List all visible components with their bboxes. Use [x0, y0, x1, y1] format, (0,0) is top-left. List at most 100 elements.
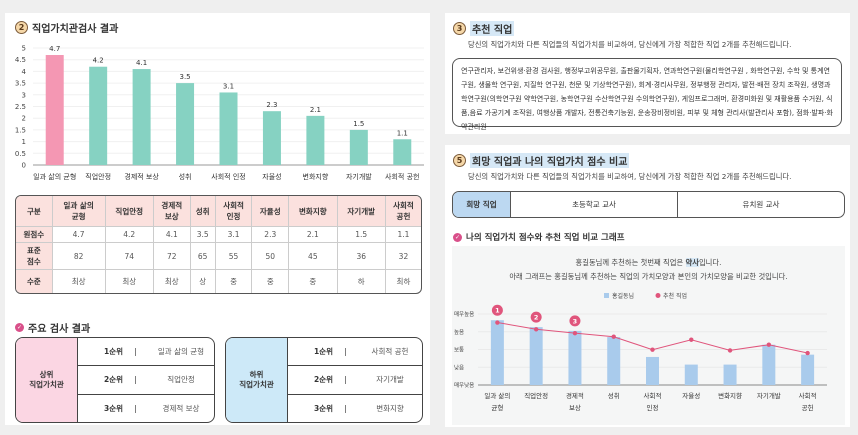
check-icon: ✓	[453, 232, 462, 242]
separator: |	[344, 347, 347, 357]
recommended-jobs-list: 연구관리자, 보건위생·환경 검사원, 행정부고위공무원, 출판물기획자, 연과…	[452, 58, 842, 131]
table-cell: 3.5	[190, 227, 216, 243]
bar	[219, 92, 238, 165]
data-label: 1.5	[353, 120, 364, 128]
line-point	[572, 330, 578, 336]
y-tick-label: 매우높음	[454, 310, 474, 318]
rank-row: 3순위 | 경제적 보상	[78, 395, 214, 422]
upper-values-box: 상위 직업가치관 1순위 | 일과 삶의 균형 2순위 | 직업안정 3순위 | 경제적 보상	[15, 337, 215, 423]
bar	[132, 69, 151, 165]
y-tick-label: 낮음	[454, 363, 464, 371]
bar	[349, 129, 368, 165]
upper-values-label: 상위 직업가치관	[16, 338, 78, 422]
column-header: 변화지향	[289, 196, 338, 227]
desired-job-2[interactable]: 유치원 교사	[742, 200, 780, 209]
table-cell: 32	[385, 243, 421, 270]
table-cell: 중	[252, 270, 290, 293]
x-tick-label: 변화지향	[718, 391, 742, 400]
lower-values-box: 하위 직업가치관 1순위 | 사회적 공헌 2순위 | 자기개발 3순위 | 변화지향	[225, 337, 423, 423]
bar	[762, 344, 776, 385]
section-number-icon: 3	[453, 22, 466, 35]
legend-swatch-line	[655, 293, 661, 298]
bar	[89, 66, 108, 165]
desired-jobs-bar: 희망 직업 초등학교 교사 유치원 교사	[452, 191, 845, 218]
rank-label: 3순위	[103, 403, 123, 413]
main-results-title: ✓ 주요 검사 결과	[15, 323, 91, 335]
y-tick-label: 3	[22, 91, 26, 99]
column-header: 직업안정	[105, 196, 154, 227]
lower-values-label: 하위 직업가치관	[226, 338, 288, 422]
rank-value: 사회적 공헌	[371, 347, 409, 357]
table-cell: 65	[190, 243, 216, 270]
column-header: 일과 삶의 균형	[52, 196, 106, 227]
rank-marker-label: 2	[534, 314, 539, 322]
x-tick-label: 직업안정	[85, 172, 111, 181]
y-tick-label: 보통	[454, 347, 464, 354]
table-cell: 4.1	[153, 227, 191, 243]
table-header-row: 구분 일과 삶의 균형 직업안정 경제적 보상 성취 사회적 인정 자율성 변화지향 자기개발 사…	[16, 196, 421, 227]
separator: |	[134, 375, 137, 385]
rank-marker-label: 1	[495, 307, 500, 315]
x-tick-label: 사회적	[644, 391, 662, 400]
x-tick-label: 경제적 보상	[124, 172, 159, 181]
table-cell: 최상	[53, 270, 106, 293]
y-tick-label: 높음	[454, 329, 464, 336]
rank-row: 1순위 | 일과 삶의 균형	[78, 338, 214, 367]
x-tick-label: 성취	[608, 391, 620, 400]
x-tick-label: 경제적	[566, 391, 584, 400]
recommend-title: 3 추천 직업	[453, 21, 515, 36]
y-tick-label: 3.5	[15, 80, 26, 88]
x-tick-label: 보상	[569, 403, 581, 412]
row-header: 원점수	[16, 227, 53, 243]
rank-row: 3순위 | 변화지향	[288, 395, 422, 422]
data-label: 3.5	[179, 73, 190, 81]
section-number-icon: 2	[15, 21, 28, 34]
line-point	[766, 342, 772, 347]
compare-title: 5 희망 직업과 나의 직업가치 점수 비교	[453, 153, 630, 168]
line-point	[650, 347, 655, 352]
recommend-message: 홍길동님께 추천하는 첫번째 직업은 약사입니다.	[575, 258, 722, 267]
table-row: 표준 점수 82 74 72 65 55 50 45 36 32	[16, 243, 421, 270]
desired-job-label: 희망 직업	[453, 192, 511, 217]
y-tick-label: 4	[22, 68, 27, 76]
rank-label: 3순위	[313, 403, 333, 413]
x-tick-label: 사회적 인정	[211, 172, 245, 181]
desired-job-1[interactable]: 초등학교 교사	[511, 192, 678, 217]
x-tick-label: 성취	[179, 172, 192, 181]
rank-label: 2순위	[103, 375, 123, 385]
graph-explanation: 아래 그래프는 홍길동님께 추천하는 직업의 가치모양과 본인의 가치모양을 비…	[509, 272, 788, 281]
rank-value: 일과 삶의 균형	[157, 347, 205, 357]
bar	[45, 55, 64, 165]
compare-graph-title: ✓ 나의 직업가치 점수와 추천 직업 비교 그래프	[453, 232, 625, 243]
rank-marker	[530, 311, 542, 323]
column-header: 자기개발	[337, 196, 386, 227]
values-score-table: 구분 일과 삶의 균형 직업안정 경제적 보상 성취 사회적 인정 자율성 변화지향 자기개발 사…	[15, 195, 422, 294]
table-cell: 최상	[106, 270, 154, 293]
table-cell: 55	[215, 243, 253, 270]
x-tick-label: 일과 삶의 균형	[33, 172, 76, 181]
rank-value: 경제적 보상	[162, 403, 200, 413]
table-cell: 1.1	[385, 227, 421, 243]
rank-row: 2순위 | 직업안정	[78, 366, 214, 395]
column-header: 사회적 공헌	[385, 196, 421, 227]
data-label: 4.7	[49, 45, 60, 53]
x-tick-label: 균형	[491, 404, 503, 412]
bar	[529, 327, 543, 385]
bar	[176, 83, 195, 165]
section-title-text: 직업가치관검사 결과	[32, 24, 119, 35]
rank-value: 자기개발	[376, 375, 404, 385]
table-cell: 상	[191, 270, 216, 293]
line-point	[495, 320, 500, 325]
table-cell: 중	[216, 270, 253, 293]
rank-row: 1순위 | 사회적 공헌	[288, 338, 422, 367]
data-label: 2.3	[266, 101, 277, 109]
rank-label: 2순위	[313, 375, 333, 385]
bar	[684, 364, 698, 385]
table-cell: 74	[105, 243, 154, 270]
data-label: 4.1	[136, 59, 147, 67]
y-tick-label: 0.5	[15, 150, 26, 158]
table-cell: 최하	[396, 277, 411, 286]
table-cell: 50	[252, 243, 290, 270]
data-label: 2.1	[310, 106, 321, 114]
